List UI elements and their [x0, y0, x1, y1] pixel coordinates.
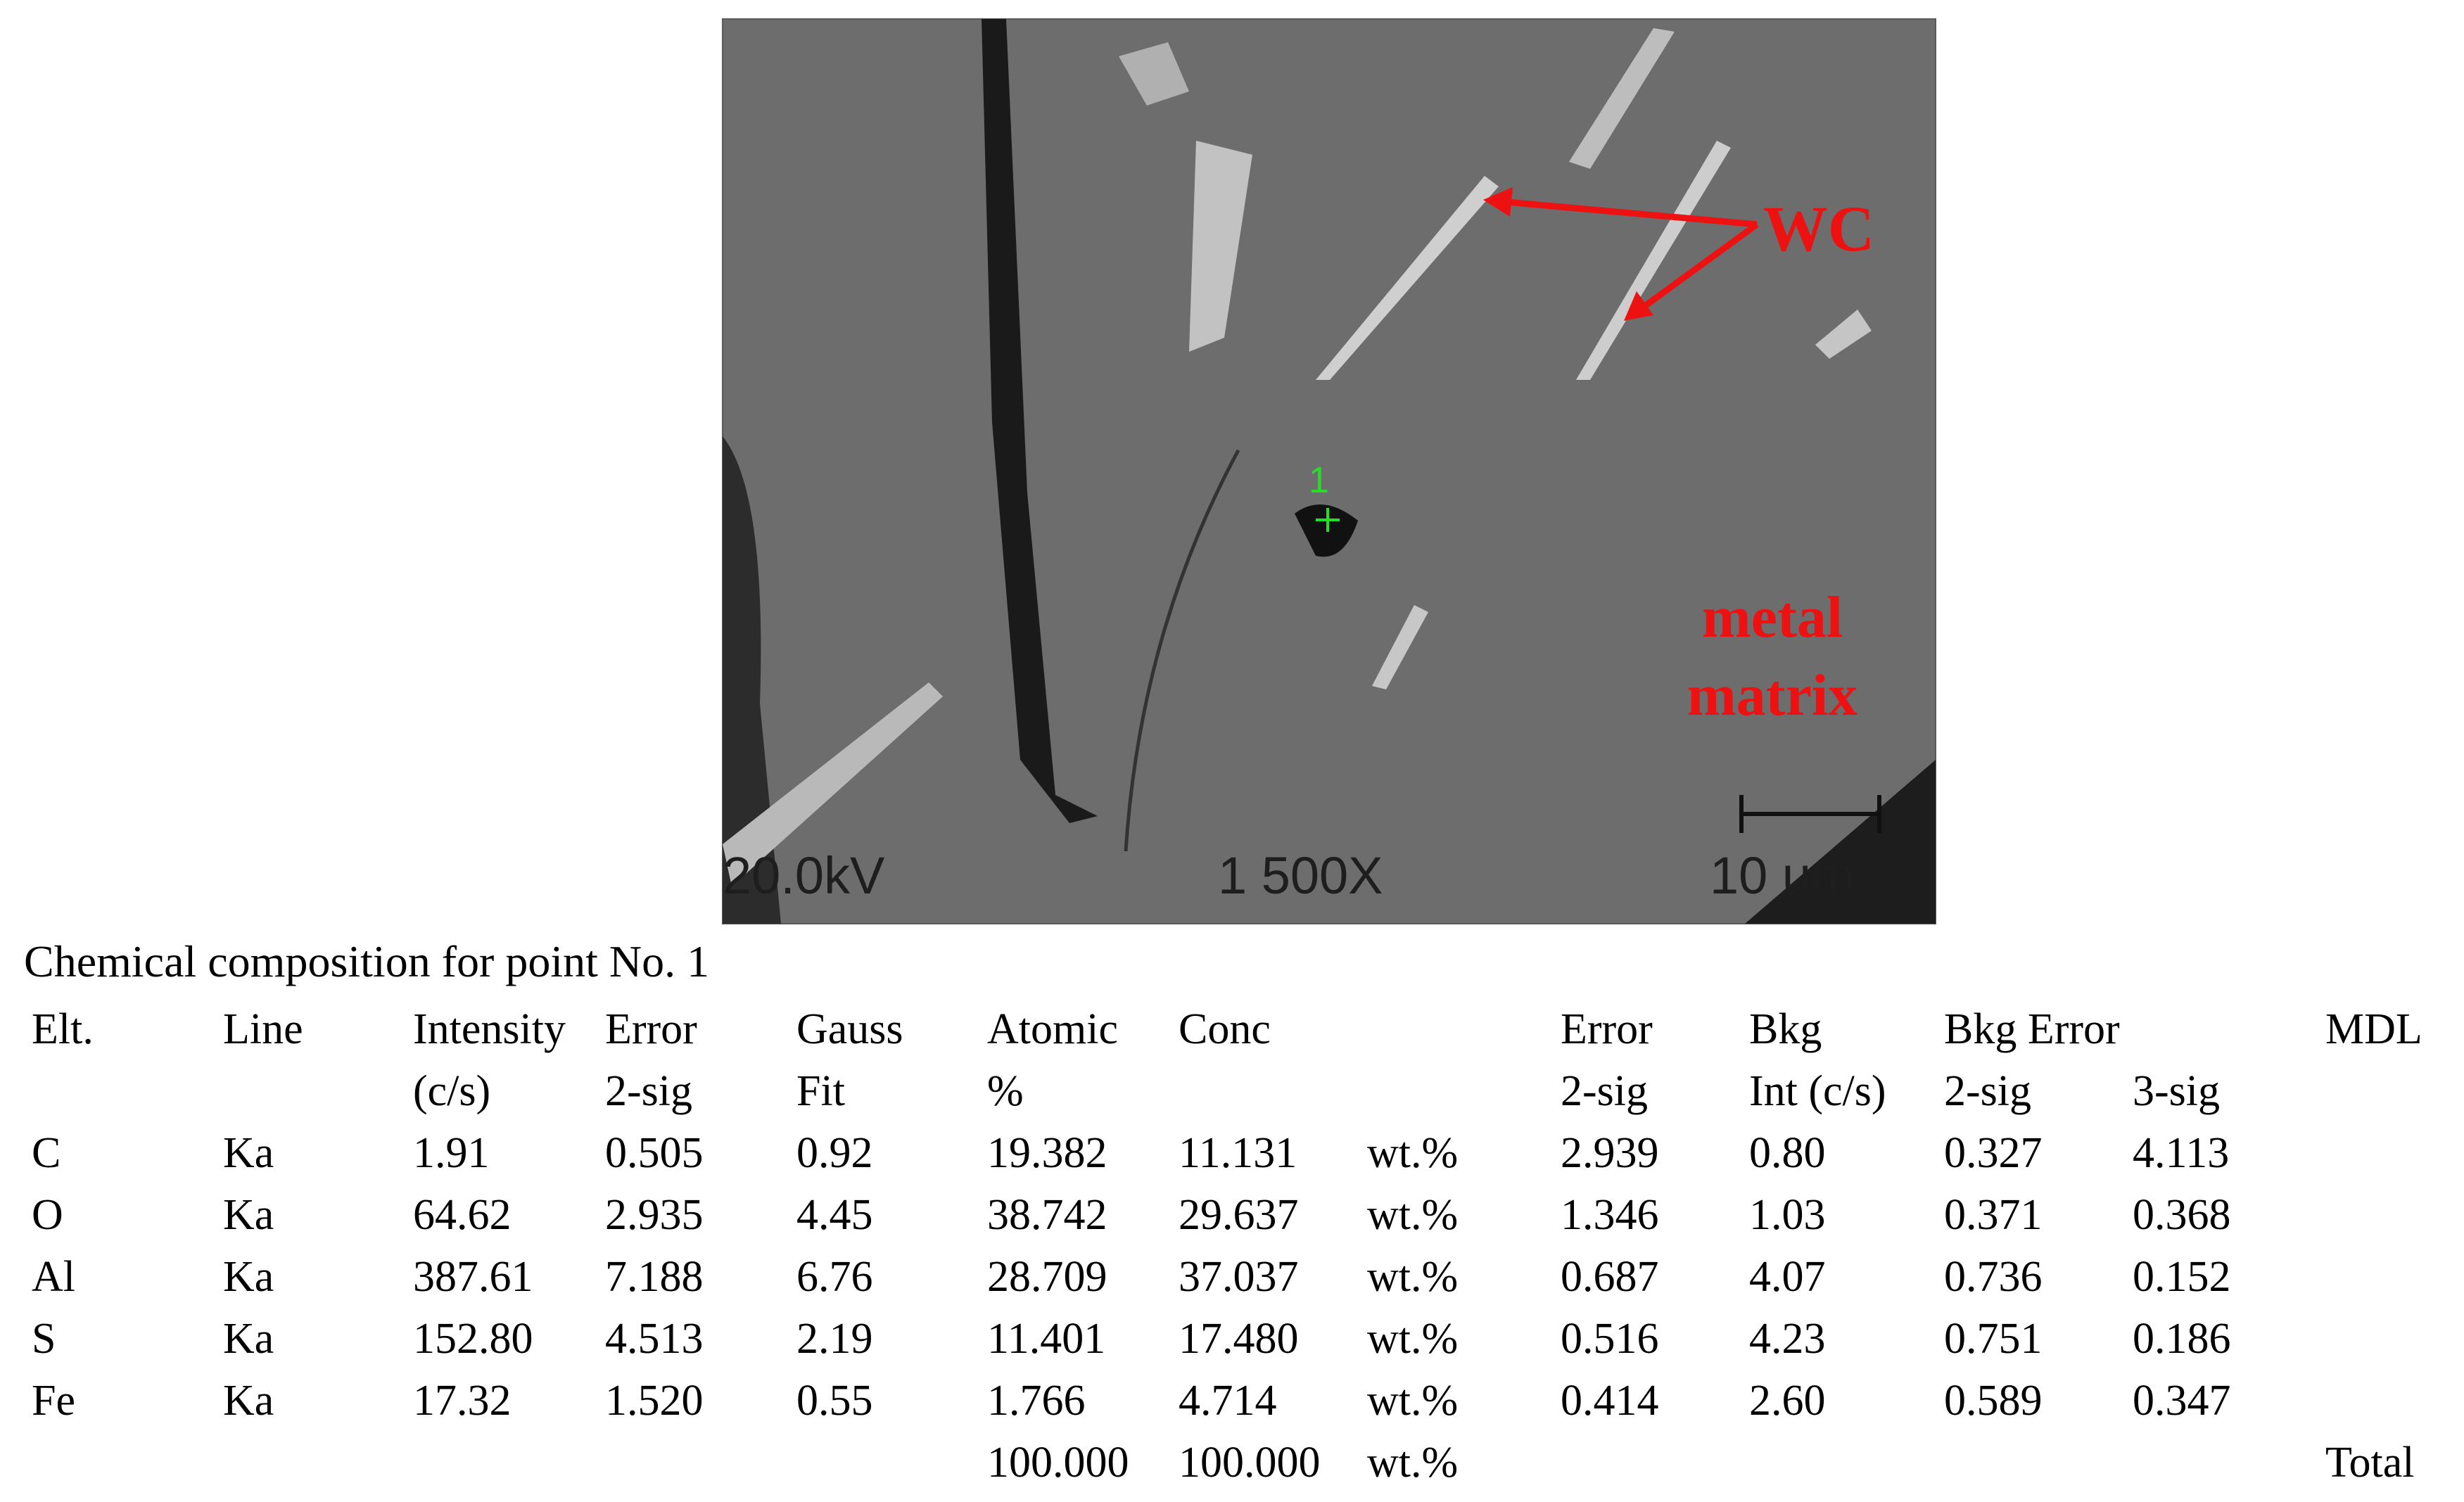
table-header-cell: Error	[605, 1005, 697, 1053]
table-cell: S	[32, 1315, 56, 1363]
table-cell: 1.346	[1561, 1191, 1659, 1239]
table-cell: 0.92	[796, 1129, 873, 1177]
table-cell: 28.709	[987, 1253, 1107, 1301]
table-cell: 4.23	[1749, 1315, 1826, 1363]
table-header-cell: 3-sig	[2133, 1067, 2220, 1115]
text-layer: 20.0kV 1 500X 10 um WC metal matrix 1 Chemical …	[24, 193, 2422, 1487]
table-cell: 0.347	[2133, 1377, 2231, 1425]
magnification-label: 1 500X	[1218, 846, 1383, 905]
table-cell: 0.516	[1561, 1315, 1659, 1363]
table-cell: 7.188	[605, 1253, 704, 1301]
table-cell: 1.03	[1749, 1191, 1826, 1239]
table-cell: 0.152	[2133, 1253, 2231, 1301]
table-cell: 100.000	[1179, 1439, 1321, 1487]
table-header-cell: (c/s)	[413, 1067, 490, 1115]
table-cell: 0.736	[1944, 1253, 2043, 1301]
table-header-cell: Int (c/s)	[1749, 1067, 1886, 1115]
table-cell: 4.45	[796, 1191, 873, 1239]
table-header-cell: Elt.	[32, 1005, 94, 1053]
table-header-cell: %	[987, 1067, 1024, 1115]
table-header-cell: Error	[1561, 1005, 1653, 1053]
table-cell: 152.80	[413, 1315, 533, 1363]
table-cell: 0.414	[1561, 1377, 1659, 1425]
table-cell: 0.505	[605, 1129, 704, 1177]
matrix-label: metal	[1702, 585, 1843, 650]
table-cell: 6.76	[796, 1253, 873, 1301]
table-cell: 4.07	[1749, 1253, 1826, 1301]
table-cell: 2.939	[1561, 1129, 1659, 1177]
table-header-cell: Gauss	[796, 1005, 903, 1053]
table-cell: 1.91	[413, 1129, 490, 1177]
table-cell: 0.80	[1749, 1129, 1826, 1177]
table-cell: wt.%	[1367, 1315, 1458, 1363]
table-cell: Ka	[223, 1253, 274, 1301]
table-cell: 29.637	[1179, 1191, 1299, 1239]
table-cell: 0.55	[796, 1377, 873, 1425]
voltage-label: 20.0kV	[723, 846, 885, 905]
table-header-cell: Fit	[796, 1067, 845, 1115]
table-cell: wt.%	[1367, 1129, 1458, 1177]
table-cell: C	[32, 1129, 61, 1177]
point-label: 1	[1309, 460, 1329, 501]
table-cell: 1.520	[605, 1377, 704, 1425]
sem-image	[722, 18, 1936, 924]
table-cell: 0.371	[1944, 1191, 2043, 1239]
table-header-cell: 2-sig	[605, 1067, 692, 1115]
table-cell: 0.751	[1944, 1315, 2043, 1363]
table-cell: wt.%	[1367, 1439, 1458, 1487]
table-cell: 0.368	[2133, 1191, 2231, 1239]
table-cell: Fe	[32, 1377, 75, 1425]
table-cell: wt.%	[1367, 1253, 1458, 1301]
table-cell: 64.62	[413, 1191, 512, 1239]
scale-label: 10 um	[1710, 846, 1855, 905]
table-cell: Total	[2325, 1439, 2415, 1487]
matrix-label: matrix	[1687, 663, 1858, 728]
table-cell: 2.60	[1749, 1377, 1826, 1425]
table-cell: 0.687	[1561, 1253, 1659, 1301]
table-cell: 0.186	[2133, 1315, 2231, 1363]
table-cell: 2.935	[605, 1191, 704, 1239]
table-cell: 0.327	[1944, 1129, 2043, 1177]
table-cell: wt.%	[1367, 1377, 1458, 1425]
table-cell: Ka	[223, 1129, 274, 1177]
table-cell: 19.382	[987, 1129, 1107, 1177]
table-cell: Ka	[223, 1377, 274, 1425]
table-cell: 387.61	[413, 1253, 533, 1301]
table-header-cell: 2-sig	[1944, 1067, 2031, 1115]
table-header-cell: 2-sig	[1561, 1067, 1648, 1115]
table-cell: 4.113	[2133, 1129, 2229, 1177]
table-cell: 37.037	[1179, 1253, 1299, 1301]
caption: Chemical composition for point No. 1	[24, 936, 709, 986]
table-cell: 17.32	[413, 1377, 512, 1425]
table-cell: 1.766	[987, 1377, 1086, 1425]
table-cell: Ka	[223, 1191, 274, 1239]
table-cell: 11.401	[987, 1315, 1105, 1363]
table-cell: 38.742	[987, 1191, 1107, 1239]
table-cell: 4.714	[1179, 1377, 1277, 1425]
table-cell: 0.589	[1944, 1377, 2043, 1425]
table-cell: 11.131	[1179, 1129, 1297, 1177]
table-header-cell: Bkg	[1749, 1005, 1822, 1053]
table-header-cell: Intensity	[413, 1005, 566, 1053]
wc-label: WC	[1763, 193, 1874, 265]
table-cell: O	[32, 1191, 63, 1239]
table-header-cell: Line	[223, 1005, 303, 1053]
table-cell: 17.480	[1179, 1315, 1299, 1363]
table-cell: 4.513	[605, 1315, 704, 1363]
table-header-cell: Conc	[1179, 1005, 1271, 1053]
table-cell: 100.000	[987, 1439, 1129, 1487]
table-header-cell: Atomic	[987, 1005, 1118, 1053]
table-header-cell: MDL	[2325, 1005, 2422, 1053]
table-cell: Al	[32, 1253, 75, 1301]
table-cell: 2.19	[796, 1315, 873, 1363]
table-header-cell: Bkg Error	[1944, 1005, 2120, 1053]
table-cell: Ka	[223, 1315, 274, 1363]
table-cell: wt.%	[1367, 1191, 1458, 1239]
